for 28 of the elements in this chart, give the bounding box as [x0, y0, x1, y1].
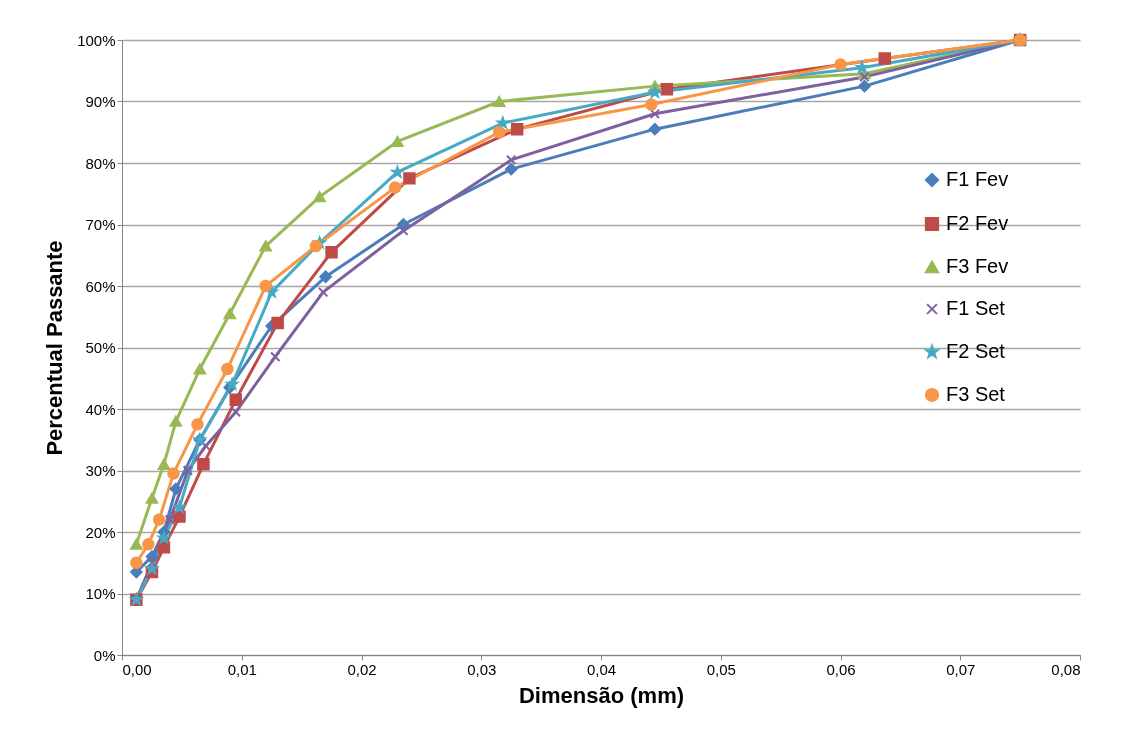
x-tick-label: 0,05 — [706, 660, 736, 678]
y-tick-label: 70% — [85, 216, 116, 233]
legend-label: F2 Fev — [946, 212, 1009, 234]
legend-label: F3 Fev — [946, 255, 1009, 277]
y-tick-label: 90% — [85, 93, 116, 110]
y-tick-label: 100% — [77, 31, 116, 49]
y-axis-title: Percentual Passante — [42, 240, 68, 456]
y-tick-label: 60% — [85, 277, 116, 295]
x-tick-label: 0,07 — [946, 660, 976, 678]
y-tick-label: 0% — [93, 646, 116, 664]
x-tick-label: 0,01 — [227, 660, 257, 678]
x-tick-label: 0,08 — [1051, 660, 1081, 678]
x-tick-label: 0,03 — [467, 660, 497, 678]
x-tick-label: 0,02 — [347, 660, 377, 678]
y-tick-label: 40% — [85, 400, 116, 418]
x-axis-title: Dimensão (mm) — [518, 682, 685, 708]
y-tick-label: 80% — [85, 154, 116, 172]
legend-label: F1 Fev — [946, 168, 1009, 190]
x-tick-label: 0,04 — [586, 660, 617, 678]
y-tick-label: 50% — [85, 339, 116, 356]
y-tick-label: 30% — [85, 462, 116, 479]
x-tick-label: 0,06 — [826, 660, 856, 678]
legend-label: F2 Set — [946, 340, 1006, 362]
y-tick-label: 10% — [85, 585, 116, 602]
legend-label: F1 Set — [946, 297, 1006, 319]
y-tick-label: 20% — [85, 523, 116, 541]
x-tick-label: 0,00 — [122, 660, 152, 678]
legend-label: F3 Set — [946, 383, 1006, 405]
